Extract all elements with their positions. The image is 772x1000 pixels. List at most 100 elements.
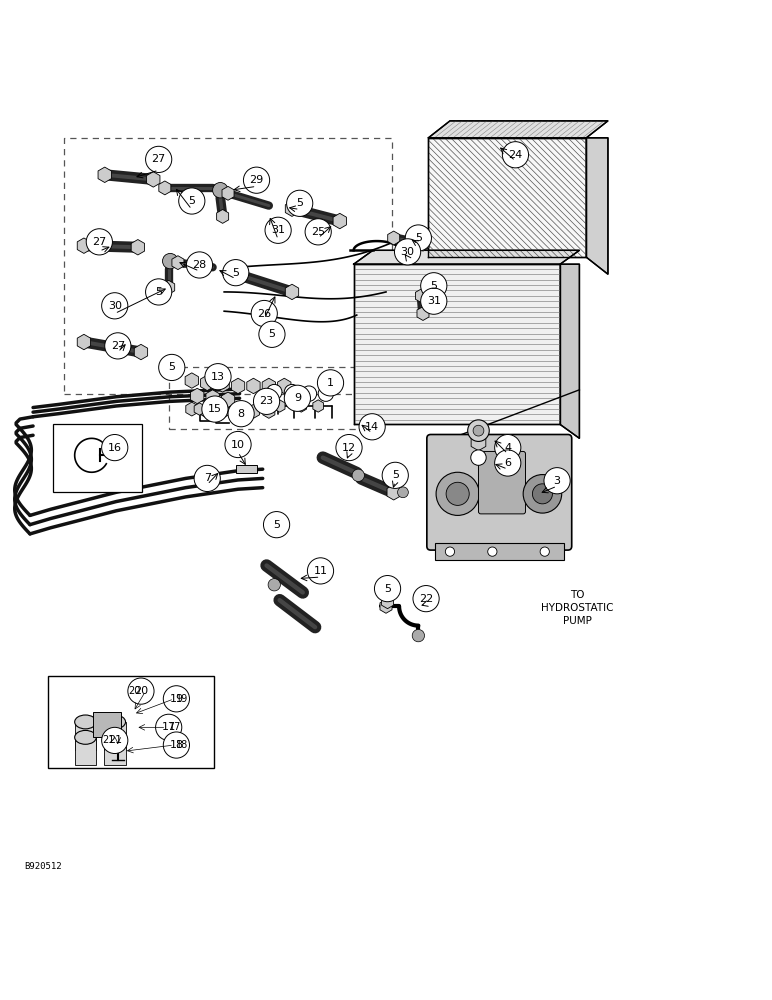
- FancyBboxPatch shape: [104, 722, 126, 750]
- Circle shape: [336, 434, 362, 461]
- Text: 23: 23: [259, 396, 273, 406]
- Text: 29: 29: [249, 175, 264, 185]
- Polygon shape: [98, 167, 111, 183]
- Polygon shape: [228, 404, 239, 417]
- Polygon shape: [278, 378, 291, 394]
- Polygon shape: [131, 240, 144, 255]
- Text: 26: 26: [257, 309, 271, 319]
- Circle shape: [468, 420, 489, 441]
- Ellipse shape: [104, 715, 126, 729]
- FancyBboxPatch shape: [435, 543, 564, 560]
- Circle shape: [412, 629, 425, 642]
- Text: 5: 5: [168, 362, 175, 372]
- FancyBboxPatch shape: [53, 424, 142, 492]
- Circle shape: [495, 434, 521, 461]
- Circle shape: [201, 396, 228, 422]
- Text: 5: 5: [232, 268, 239, 278]
- Polygon shape: [201, 404, 213, 418]
- Ellipse shape: [104, 730, 126, 744]
- Circle shape: [164, 732, 189, 758]
- FancyBboxPatch shape: [93, 712, 121, 737]
- Polygon shape: [415, 289, 428, 303]
- Circle shape: [405, 225, 432, 251]
- Circle shape: [186, 252, 212, 278]
- Ellipse shape: [75, 730, 96, 744]
- Text: 18: 18: [169, 740, 184, 750]
- Circle shape: [159, 354, 185, 381]
- Circle shape: [488, 547, 497, 556]
- Circle shape: [374, 576, 401, 602]
- Circle shape: [102, 727, 128, 754]
- Text: 5: 5: [430, 281, 437, 291]
- FancyBboxPatch shape: [479, 451, 526, 514]
- Polygon shape: [134, 344, 147, 360]
- Ellipse shape: [75, 715, 96, 729]
- Text: 31: 31: [271, 225, 285, 235]
- Circle shape: [352, 469, 364, 482]
- Text: 25: 25: [311, 227, 325, 237]
- Text: 5: 5: [415, 233, 422, 243]
- Polygon shape: [354, 264, 560, 424]
- Circle shape: [533, 484, 553, 504]
- Polygon shape: [126, 710, 134, 719]
- Text: 16: 16: [108, 443, 122, 453]
- Text: 21: 21: [107, 735, 122, 745]
- Polygon shape: [587, 138, 608, 274]
- Text: 28: 28: [192, 260, 207, 270]
- Circle shape: [421, 273, 447, 299]
- Text: 1: 1: [327, 378, 334, 388]
- Text: 9: 9: [294, 393, 301, 403]
- Polygon shape: [77, 334, 90, 350]
- FancyBboxPatch shape: [49, 676, 214, 768]
- Circle shape: [259, 321, 285, 347]
- Circle shape: [286, 190, 313, 216]
- Text: 27: 27: [110, 341, 125, 351]
- Polygon shape: [222, 186, 234, 200]
- Circle shape: [284, 385, 310, 411]
- Text: 19: 19: [169, 694, 184, 704]
- Polygon shape: [195, 403, 205, 415]
- Circle shape: [394, 239, 421, 265]
- Text: 15: 15: [208, 404, 222, 414]
- Circle shape: [128, 678, 154, 704]
- Polygon shape: [163, 280, 174, 294]
- Polygon shape: [286, 284, 299, 300]
- Polygon shape: [216, 377, 229, 392]
- Polygon shape: [211, 404, 222, 417]
- Circle shape: [544, 468, 571, 494]
- Polygon shape: [259, 395, 269, 408]
- Polygon shape: [248, 404, 259, 418]
- Circle shape: [382, 462, 408, 488]
- Polygon shape: [380, 599, 392, 613]
- Polygon shape: [417, 307, 429, 320]
- Polygon shape: [147, 172, 160, 187]
- Circle shape: [212, 183, 228, 198]
- Polygon shape: [388, 231, 400, 245]
- Text: 22: 22: [419, 594, 433, 604]
- Polygon shape: [471, 434, 486, 451]
- Polygon shape: [274, 400, 285, 412]
- Text: TO
HYDROSTATIC
PUMP: TO HYDROSTATIC PUMP: [541, 590, 614, 626]
- Circle shape: [194, 465, 220, 492]
- Circle shape: [413, 586, 439, 612]
- Polygon shape: [159, 181, 171, 195]
- Circle shape: [163, 253, 178, 269]
- FancyBboxPatch shape: [75, 722, 96, 750]
- Text: 14: 14: [365, 422, 379, 432]
- Text: 11: 11: [313, 566, 327, 576]
- Circle shape: [400, 246, 411, 257]
- Polygon shape: [172, 256, 184, 270]
- Circle shape: [471, 450, 486, 465]
- Polygon shape: [185, 373, 198, 388]
- Text: 5: 5: [391, 470, 399, 480]
- Text: B920512: B920512: [24, 862, 62, 871]
- Polygon shape: [225, 265, 239, 280]
- Circle shape: [495, 450, 521, 476]
- Text: 17: 17: [161, 722, 176, 732]
- Polygon shape: [428, 138, 587, 257]
- Polygon shape: [232, 378, 245, 394]
- Circle shape: [359, 414, 385, 440]
- Circle shape: [317, 370, 344, 396]
- Polygon shape: [313, 400, 323, 412]
- Polygon shape: [296, 400, 306, 412]
